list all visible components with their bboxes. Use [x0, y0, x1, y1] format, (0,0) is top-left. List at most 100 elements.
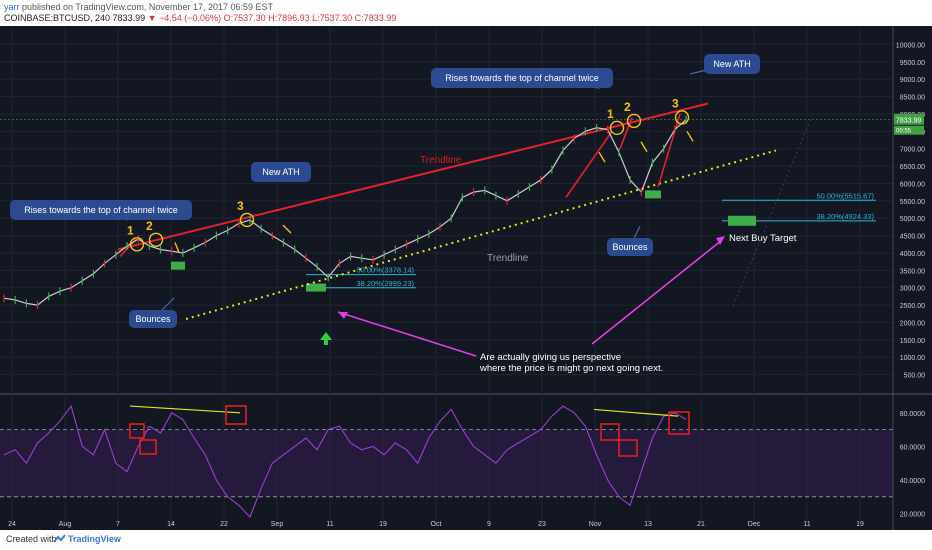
x-tick-label: 21 — [697, 521, 705, 528]
small-arrow — [598, 151, 606, 163]
magenta-arrow — [337, 311, 477, 357]
callout-text: New ATH — [713, 59, 750, 69]
x-tick-label: 19 — [856, 521, 864, 528]
callout-text: Bounces — [135, 314, 171, 324]
rsi-highlight-box — [668, 411, 690, 435]
last-price-value: 7833.99 — [112, 13, 146, 23]
rsi-y-tick-label: 40.0000 — [900, 478, 925, 485]
callout-text: Rises towards the top of channel twice — [24, 205, 178, 215]
fib-label: 50.00%(3378.14) — [356, 266, 414, 275]
small-arrow — [686, 130, 694, 142]
rsi-highlight-box — [618, 439, 638, 457]
peak-marker-label: 2 — [146, 219, 153, 233]
rsi-divergence-line — [593, 408, 679, 417]
steep-line-2 — [619, 117, 633, 149]
y-tick-label: 1000.00 — [900, 355, 925, 362]
y-tick-label: 8500.00 — [900, 95, 925, 102]
tradingview-logo-icon — [53, 534, 66, 543]
y-tick-label: 1500.00 — [900, 338, 925, 345]
x-tick-label: Oct — [431, 521, 442, 528]
steep-line-1 — [565, 130, 613, 198]
callout-box — [607, 238, 653, 256]
callout-box — [431, 68, 613, 88]
x-tick-label: 9 — [487, 521, 491, 528]
x-axis: 24 Aug 7 14 22 Sep 11 19 Oct 9 23 Nov 13 21 Dec 11 19 — [8, 521, 864, 528]
x-tick-label: 13 — [644, 521, 652, 528]
rsi-highlight-box — [129, 423, 145, 439]
y-tick-label: 5000.00 — [900, 216, 925, 223]
small-arrow — [174, 242, 180, 253]
x-tick-label: 23 — [538, 521, 546, 528]
y-tick-label: 3500.00 — [900, 268, 925, 275]
green-zone — [171, 261, 185, 270]
trendline-label: Trendline — [487, 253, 529, 264]
rsi-y-tick-label: 80.0000 — [900, 411, 925, 418]
magenta-arrow — [591, 239, 723, 345]
small-arrow — [282, 224, 292, 234]
chart-header: yarr published on TradingView.com, Novem… — [0, 0, 932, 26]
last-price-label: 7833.99 — [896, 118, 921, 125]
y-tick-label: 3000.00 — [900, 286, 925, 293]
y-tick-label: 2500.00 — [900, 303, 925, 310]
y-tick-label: 4500.00 — [900, 234, 925, 241]
fib-label: 50.00%(5515.67) — [816, 191, 874, 200]
symbol-label: COINBASE:BTCUSD, 240 — [4, 13, 111, 23]
trendlines — [117, 102, 777, 320]
x-tick-label: 24 — [8, 521, 16, 528]
y-tick-label: 6000.00 — [900, 181, 925, 188]
peak-marker-label: 2 — [624, 100, 631, 114]
rsi-line — [3, 404, 687, 519]
callout-box — [251, 162, 311, 182]
x-tick-label: Aug — [59, 521, 72, 528]
peak-marker-circle — [239, 212, 255, 228]
tradingview-brand[interactable]: TradingView — [68, 534, 121, 544]
projection-line — [732, 115, 813, 307]
peak-marker-circle — [609, 120, 625, 136]
rsi-divergence-line — [129, 405, 241, 414]
callout-text: New ATH — [262, 167, 299, 177]
green-zones — [171, 190, 756, 292]
symbol-info: COINBASE:BTCUSD, 240 7833.99 ▼ −4.54 (−0… — [4, 13, 396, 23]
trendline-label: Trendline — [420, 155, 462, 166]
y-tick-label: 5500.00 — [900, 199, 925, 206]
y-tick-label: 6500.00 — [900, 164, 925, 171]
created-with-text: Created with — [6, 534, 57, 544]
rsi-band — [0, 429, 893, 497]
rsi-pane — [0, 404, 893, 519]
x-tick-label: 7 — [116, 521, 120, 528]
x-tick-label: Nov — [589, 521, 602, 528]
x-tick-label: 19 — [379, 521, 387, 528]
peak-marker-label: 1 — [127, 223, 134, 237]
chart-canvas[interactable]: 50.00%(3378.14) 38.20%(2999.23) 50.00%(551… — [0, 26, 932, 530]
y-axis: 10000.009500.009000.008500.008000.007500… — [892, 26, 925, 530]
y-tick-label: 4000.00 — [900, 251, 925, 258]
small-arrow — [640, 141, 648, 153]
peak-marker-label: 3 — [672, 96, 679, 110]
magenta-arrow-head — [338, 312, 348, 319]
peak-marker-label: 1 — [607, 107, 614, 121]
next-buy-target-label: Next Buy Target — [729, 233, 797, 244]
green-up-arrow-icon — [320, 332, 332, 345]
perspective-note: Are actually giving us perspective — [480, 352, 621, 363]
y-tick-label: 9500.00 — [900, 60, 925, 67]
y-tick-label: 10000.00 — [896, 42, 925, 49]
last-price-tag — [894, 113, 924, 125]
callout-box — [10, 200, 192, 220]
x-tick-label: Sep — [271, 521, 284, 528]
time-tag — [894, 125, 924, 135]
steep-line-3 — [657, 113, 681, 188]
x-tick-label: 22 — [220, 521, 228, 528]
green-zone — [306, 283, 326, 292]
callout-box — [129, 310, 177, 328]
peak-marker-label: 3 — [237, 199, 244, 213]
fib-label: 38.20%(2999.23) — [356, 279, 414, 288]
ohlc-values: O:7537.30 H:7896.93 L:7537.30 C:7833.99 — [223, 13, 397, 23]
y-tick-label: 7000.00 — [900, 147, 925, 154]
callout-text: Rises towards the top of channel twice — [445, 73, 599, 83]
perspective-note: where the price is might go next going n… — [479, 363, 663, 374]
rsi-highlight-box — [139, 439, 157, 455]
publish-text: published on TradingView.com, November 1… — [22, 2, 274, 12]
author-link[interactable]: yarr — [4, 2, 20, 12]
support-trendline — [185, 149, 777, 320]
